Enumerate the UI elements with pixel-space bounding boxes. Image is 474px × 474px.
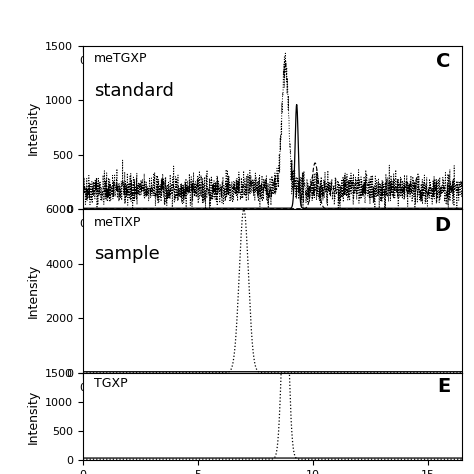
- Y-axis label: Intensity: Intensity: [27, 264, 39, 319]
- Text: E: E: [438, 376, 451, 395]
- Y-axis label: Intensity: Intensity: [27, 100, 40, 155]
- Text: meTGXP: meTGXP: [94, 52, 148, 65]
- Text: C: C: [437, 52, 451, 71]
- Text: meTIXP: meTIXP: [94, 216, 142, 229]
- Text: D: D: [435, 216, 451, 235]
- Y-axis label: Intensity: Intensity: [27, 389, 40, 444]
- Text: sample: sample: [94, 246, 160, 264]
- Text: TGXP: TGXP: [94, 376, 128, 390]
- Text: standard: standard: [94, 82, 174, 100]
